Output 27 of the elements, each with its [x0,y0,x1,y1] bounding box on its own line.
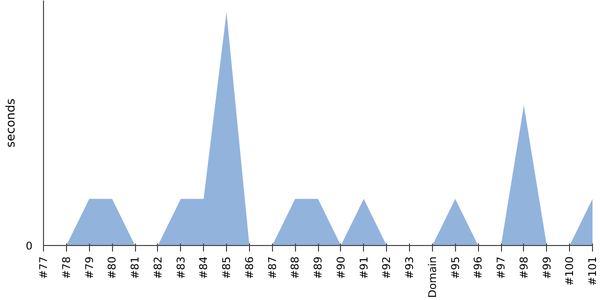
x-tick-label: Domain [426,256,439,298]
x-tick-label: #84 [197,256,210,279]
x-tick-label: #100 [563,256,576,286]
x-tick-label: #93 [403,256,416,279]
x-tick-label: #83 [174,256,188,279]
y-axis-title: seconds [4,98,18,148]
x-tick-label: #96 [472,256,485,279]
x-tick-label: #97 [494,256,508,279]
x-tick-label: #99 [540,256,554,279]
x-tick-label: #79 [82,256,96,279]
x-tick-label: #91 [357,256,370,279]
text: 0 [26,240,33,252]
x-tick-label: #101 [586,256,599,286]
x-tick-label: #86 [242,256,256,279]
x-tick-label: #90 [334,256,348,279]
x-tick-label: #78 [60,256,73,279]
x-tick-label: #85 [220,256,233,279]
x-tick-label: #77 [37,256,50,279]
x-tick-label: #81 [128,256,142,279]
x-tick-label: #89 [312,256,324,279]
x-tick-label: #82 [151,256,164,279]
x-tick-label: #95 [448,256,462,279]
x-tick-label: #98 [517,256,530,279]
x-tick-label: #80 [106,256,119,279]
x-tick-label: #92 [380,256,394,279]
x-tick-label: #88 [288,256,302,279]
x-tick-label: #87 [266,256,279,279]
